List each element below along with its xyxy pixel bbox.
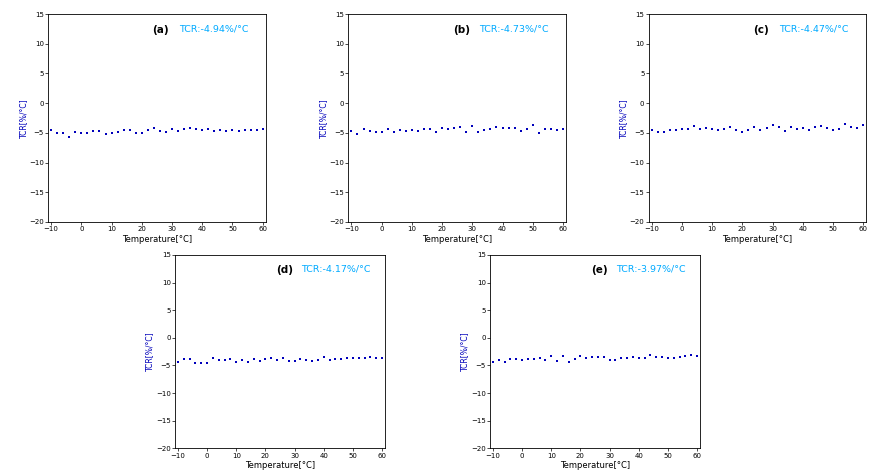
X-axis label: Temperature[°C]: Temperature[°C] [723, 235, 793, 244]
Y-axis label: TCR[%/°C]: TCR[%/°C] [319, 98, 328, 138]
Text: (a): (a) [152, 25, 169, 34]
X-axis label: Temperature[°C]: Temperature[°C] [422, 235, 493, 244]
X-axis label: Temperature[°C]: Temperature[°C] [560, 461, 630, 470]
Text: (e): (e) [591, 264, 607, 275]
X-axis label: Temperature[°C]: Temperature[°C] [245, 461, 315, 470]
Y-axis label: TCR[%/°C]: TCR[%/°C] [18, 98, 28, 138]
Y-axis label: TCR[%/°C]: TCR[%/°C] [620, 98, 628, 138]
Text: TCR:-3.97%/°C: TCR:-3.97%/°C [616, 264, 686, 274]
Text: (d): (d) [276, 264, 293, 275]
Text: TCR:-4.47%/°C: TCR:-4.47%/°C [780, 25, 849, 34]
Text: TCR:-4.73%/°C: TCR:-4.73%/°C [479, 25, 549, 34]
Text: TCR:-4.17%/°C: TCR:-4.17%/°C [301, 264, 370, 274]
Text: (b): (b) [453, 25, 470, 34]
Y-axis label: TCR[%/°C]: TCR[%/°C] [145, 332, 155, 371]
Text: (c): (c) [753, 25, 769, 34]
Y-axis label: TCR[%/°C]: TCR[%/°C] [460, 332, 470, 371]
X-axis label: Temperature[°C]: Temperature[°C] [122, 235, 192, 244]
Text: TCR:-4.94%/°C: TCR:-4.94%/°C [178, 25, 248, 34]
